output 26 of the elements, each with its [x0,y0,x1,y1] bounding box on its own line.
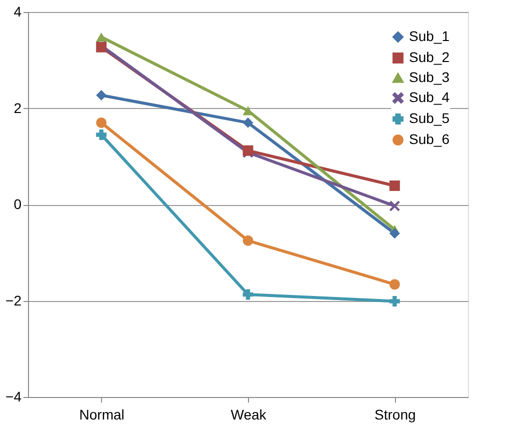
y-tick-label: −4 [6,388,22,404]
point [389,180,400,191]
y-tick-label: 4 [14,4,22,20]
legend-label: Sub_4 [409,89,450,105]
point [96,117,107,128]
point [389,296,400,306]
legend-label: Sub_2 [409,49,450,65]
point [96,90,107,100]
point [389,228,400,239]
point [389,200,400,212]
point [389,279,400,290]
point [242,117,254,128]
legend-label: Sub_6 [409,131,450,147]
point [96,129,107,140]
x-tick-label: Weak [230,406,268,422]
y-tick-label: −2 [6,292,22,308]
point [242,235,254,246]
legend-label: Sub_5 [409,110,450,126]
point [242,289,254,300]
legend-label: Sub_1 [409,28,450,44]
x-tick-label: Strong [374,406,416,422]
x-tick-label: Normal [79,406,124,422]
point [96,32,107,42]
y-tick-label: 2 [14,100,22,116]
y-tick-label: 0 [14,196,22,212]
legend-label: Sub_3 [409,69,450,85]
